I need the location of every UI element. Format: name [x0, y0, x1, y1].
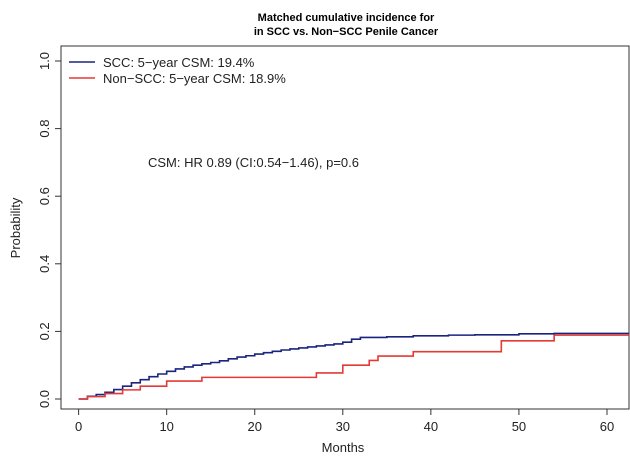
x-tick-label: 40: [424, 419, 438, 434]
chart-title-line-2: in SCC vs. Non−SCC Penile Cancer: [254, 26, 439, 38]
y-axis: 0.0 0.2 0.4 0.6 0.8 1.0: [37, 52, 61, 408]
x-tick-label: 50: [512, 419, 526, 434]
y-tick-label: 0.6: [37, 187, 52, 205]
legend-label-scc: SCC: 5−year CSM: 19.4%: [103, 55, 255, 70]
x-tick-label: 30: [336, 419, 350, 434]
x-tick-label: 20: [248, 419, 262, 434]
y-tick-label: 0.4: [37, 255, 52, 273]
x-axis: 0 10 20 30 40 50 60: [75, 409, 614, 434]
series-line-non-scc: [78, 334, 629, 400]
y-axis-label: Probability: [8, 197, 23, 258]
chart-title-line-1: Matched cumulative incidence for: [258, 12, 435, 24]
y-tick-label: 0.2: [37, 322, 52, 340]
x-tick-label: 60: [600, 419, 614, 434]
legend: SCC: 5−year CSM: 19.4% Non−SCC: 5−year C…: [69, 55, 286, 86]
y-tick-label: 0.8: [37, 120, 52, 138]
x-tick-label: 10: [159, 419, 173, 434]
x-axis-label: Months: [322, 440, 365, 455]
y-tick-label: 1.0: [37, 52, 52, 70]
y-tick-label: 0.0: [37, 390, 52, 408]
plot-border: [60, 45, 630, 410]
series-line-scc: [78, 332, 629, 400]
x-tick-label: 0: [75, 419, 82, 434]
legend-label-non-scc: Non−SCC: 5−year CSM: 18.9%: [103, 71, 286, 86]
plot-frame: [60, 45, 630, 410]
hazard-ratio-annotation: CSM: HR 0.89 (CI:0.54−1.46), p=0.6: [148, 155, 359, 170]
series-lines: [78, 332, 629, 400]
